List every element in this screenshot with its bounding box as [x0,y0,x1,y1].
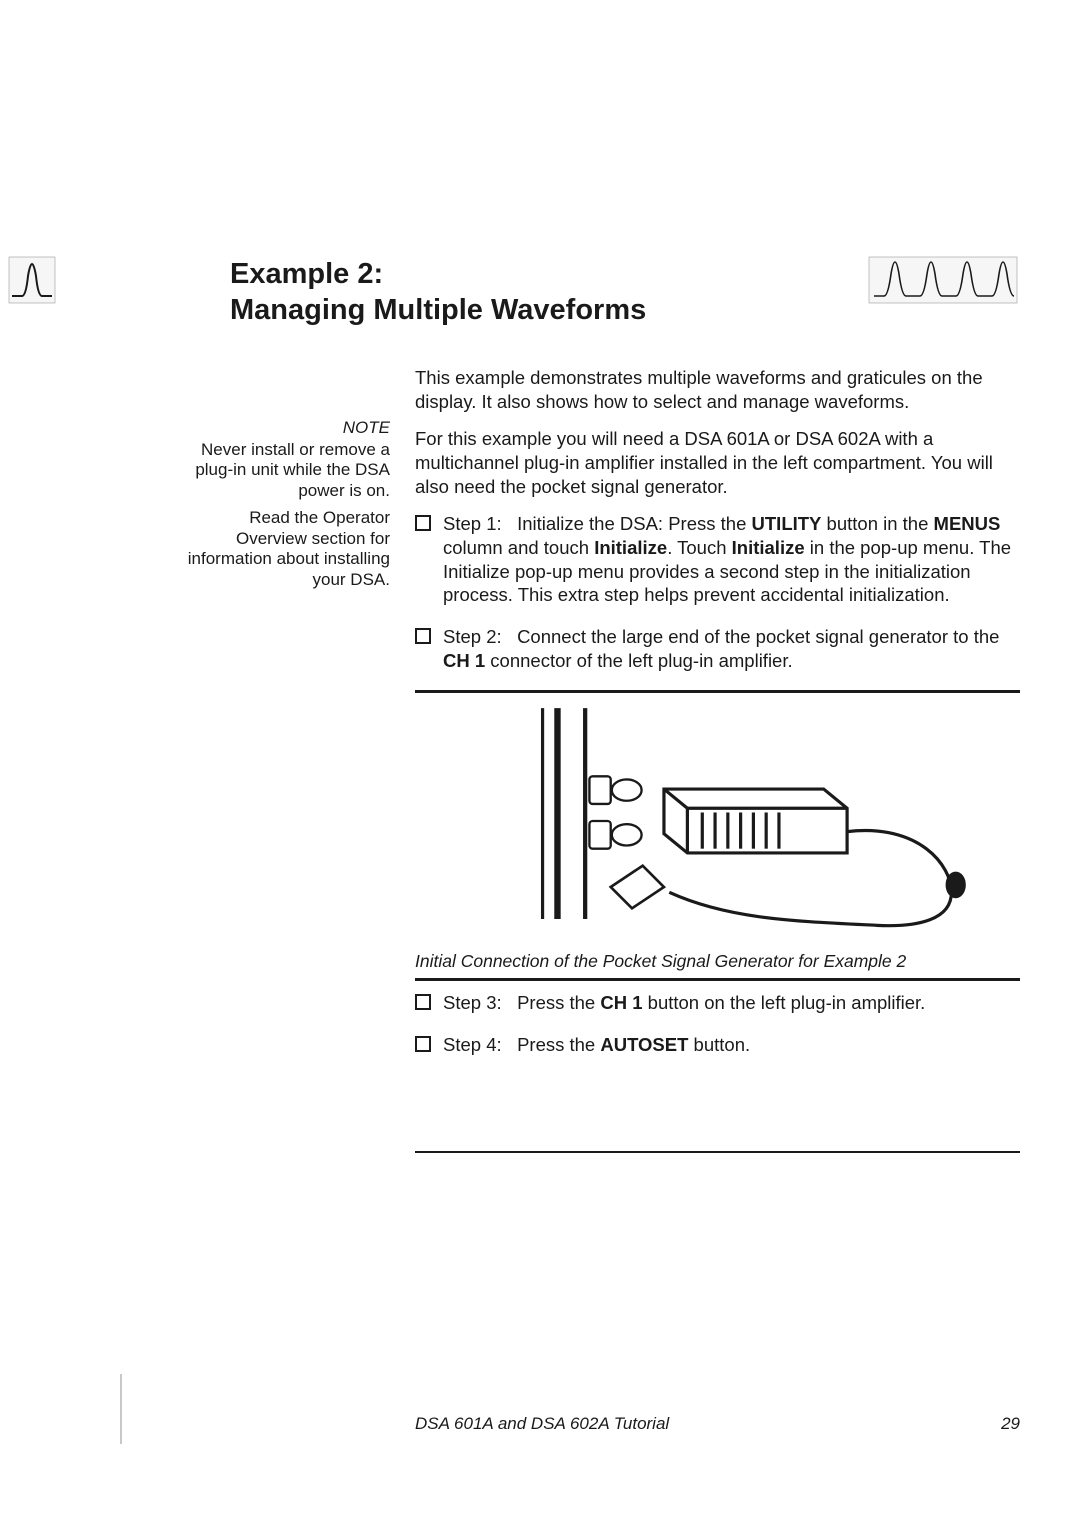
heading-line-2: Managing Multiple Waveforms [230,292,750,328]
step-3-label: Step 3: [443,992,502,1013]
step-3-text: Step 3: Press the CH 1 button on the lef… [443,991,1020,1015]
step-1-text: Step 1: Initialize the DSA: Press the UT… [443,512,1020,607]
heading-line-1: Example 2: [230,256,750,292]
step-4: Step 4: Press the AUTOSET button. [415,1033,1020,1057]
figure-illustration [415,703,1020,943]
checkbox-icon [415,1036,431,1052]
step-2-text: Step 2: Connect the large end of the poc… [443,625,1020,672]
checkbox-icon [415,515,431,531]
binding-mark [120,1374,122,1444]
margin-note: NOTE Never install or remove a plug-in u… [175,418,390,591]
step-4-label: Step 4: [443,1034,502,1055]
page-footer: DSA 601A and DSA 602A Tutorial 29 [415,1414,1020,1434]
note-body-1: Never install or remove a plug-in unit w… [195,440,390,500]
rule-below-figure [415,978,1020,981]
step-2-label: Step 2: [443,626,502,647]
section-heading: Example 2: Managing Multiple Waveforms [230,256,750,329]
checkbox-icon [415,994,431,1010]
rule-before-footer [415,1151,1020,1153]
step-2: Step 2: Connect the large end of the poc… [415,625,1020,672]
page: Example 2: Managing Multiple Waveforms N… [0,0,1080,1528]
checkbox-icon [415,628,431,644]
intro-para-1: This example demonstrates multiple wavef… [415,366,1020,413]
waveform-multi-icon [868,256,1018,304]
waveform-small-icon [8,256,56,304]
figure-caption: Initial Connection of the Pocket Signal … [415,951,1020,972]
footer-page-number: 29 [1001,1414,1020,1434]
rule-above-figure [415,690,1020,693]
step-3: Step 3: Press the CH 1 button on the lef… [415,991,1020,1015]
step-1: Step 1: Initialize the DSA: Press the UT… [415,512,1020,607]
step-4-text: Step 4: Press the AUTOSET button. [443,1033,1020,1057]
figure: Initial Connection of the Pocket Signal … [415,703,1020,972]
footer-title: DSA 601A and DSA 602A Tutorial [415,1414,669,1434]
note-title: NOTE [175,418,390,439]
note-body-2: Read the Operator Overview section for i… [188,508,390,589]
main-content: This example demonstrates multiple wavef… [415,366,1020,1165]
intro-para-2: For this example you will need a DSA 601… [415,427,1020,498]
step-1-label: Step 1: [443,513,502,534]
